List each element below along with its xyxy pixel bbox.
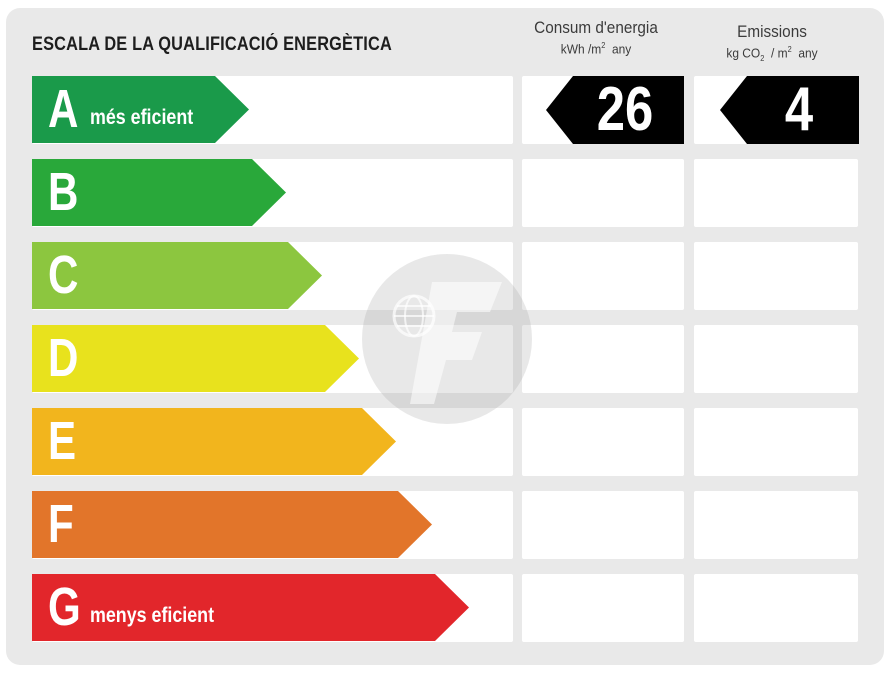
class-label-a: més eficient — [90, 106, 194, 129]
class-letter-f: F — [48, 494, 74, 554]
consum-cell-f — [522, 491, 684, 559]
class-letter-g: G — [48, 577, 81, 637]
class-arrow-a: A més eficient — [32, 76, 249, 143]
arrow-f-shape — [32, 491, 432, 558]
emissions-cell-f — [694, 491, 858, 559]
emissions-cell-d — [694, 325, 858, 393]
class-letter-a: A — [48, 79, 79, 139]
page-title: ESCALA DE LA QUALIFICACIÓ ENERGÈTICA — [32, 34, 392, 55]
class-arrow-g: G menys eficient — [32, 574, 469, 641]
arrow-d-shape — [32, 325, 359, 392]
emissions-badge-shape — [720, 76, 859, 144]
class-arrow-f: F — [32, 491, 432, 558]
class-arrow-b: B — [32, 159, 286, 226]
consum-badge-shape — [546, 76, 684, 144]
class-arrow-e: E — [32, 408, 396, 475]
arrow-e-shape — [32, 408, 396, 475]
consum-cell-e — [522, 408, 684, 476]
arrow-g-shape — [32, 574, 469, 641]
class-label-g: menys eficient — [90, 604, 215, 627]
class-arrow-d: D — [32, 325, 359, 392]
consum-header: Consum d'energia kWh /m2 any — [516, 18, 676, 56]
arrow-b-shape — [32, 159, 286, 226]
consum-heading: Consum d'energia — [534, 18, 658, 37]
emissions-header: Emissions kg CO2 / m2 any — [692, 22, 852, 63]
emissions-value: 4 — [784, 75, 814, 144]
arrow-c-shape — [32, 242, 322, 309]
emissions-cell-b — [694, 159, 858, 227]
emissions-cell-c — [694, 242, 858, 310]
class-letter-e: E — [48, 411, 77, 471]
consum-cell-g — [522, 574, 684, 642]
class-letter-d: D — [48, 328, 79, 388]
class-letter-b: B — [48, 162, 79, 222]
emissions-cell-g — [694, 574, 858, 642]
consum-cell-d — [522, 325, 684, 393]
consum-value-badge: 26 — [546, 76, 684, 144]
emissions-cell-e — [694, 408, 858, 476]
arrow-a-shape — [32, 76, 249, 143]
emissions-value-badge: 4 — [720, 76, 859, 144]
emissions-heading: Emissions — [737, 22, 807, 41]
logo-watermark-icon — [362, 254, 532, 424]
class-letter-c: C — [48, 245, 79, 305]
consum-cell-c — [522, 242, 684, 310]
consum-value: 26 — [596, 75, 654, 144]
consum-unit: kWh /m2 any — [560, 41, 632, 57]
emissions-unit: kg CO2 / m2 any — [726, 45, 818, 63]
class-arrow-c: C — [32, 242, 322, 309]
consum-cell-b — [522, 159, 684, 227]
